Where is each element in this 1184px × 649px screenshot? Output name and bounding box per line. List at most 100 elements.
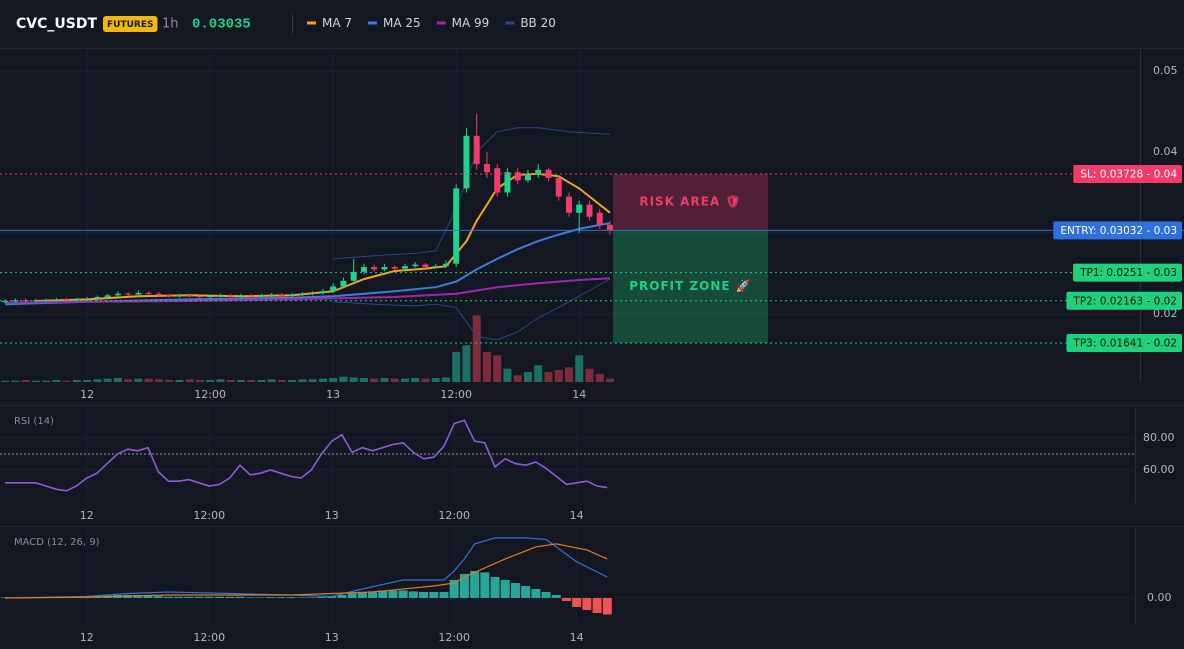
volume-bar [185, 379, 194, 382]
histogram-bar [582, 597, 592, 610]
histogram-bar [245, 597, 255, 598]
candle-body [53, 299, 60, 301]
histogram-bar [490, 576, 500, 598]
level-label: SL: 0.03728 - 0.04 [1080, 169, 1177, 181]
volume-bar [380, 378, 389, 382]
volume-bar [308, 379, 317, 382]
volume-bar [216, 379, 225, 382]
candle-body [207, 296, 214, 298]
candle-body [453, 188, 460, 264]
zone-label: PROFIT ZONE 🚀 [629, 279, 752, 293]
legend-label: BB 20 [520, 16, 556, 30]
histogram-bar [317, 597, 327, 598]
candle-body [330, 286, 337, 292]
candle-body [145, 292, 152, 294]
volume-bar [257, 380, 266, 382]
histogram-bar [143, 595, 153, 598]
volume-bar [318, 378, 327, 382]
volume-bar [165, 380, 174, 382]
candle-body [524, 174, 531, 181]
histogram-bar [286, 597, 296, 598]
candle-body [463, 135, 470, 189]
histogram-bar [500, 579, 510, 598]
histogram-bar [255, 597, 265, 598]
legend-label: MA 25 [383, 16, 421, 30]
histogram-bar [480, 572, 490, 598]
candle-body [576, 204, 583, 213]
indicator-line [5, 222, 611, 306]
interval: 1h [162, 17, 179, 32]
candle-body [289, 294, 296, 296]
zone [612, 174, 768, 231]
volume-bar [482, 352, 491, 382]
volume-bar [544, 372, 553, 382]
volume-bar [339, 376, 348, 382]
volume-bar [206, 380, 215, 382]
x-tick-label: 12 [80, 631, 94, 644]
volume-bar [195, 380, 204, 382]
x-tick-label: 12:00 [438, 631, 470, 644]
level-label-background [1066, 291, 1182, 310]
candle-body [371, 266, 378, 270]
legend-label: MA 99 [452, 16, 490, 30]
volume-bar [349, 377, 358, 382]
volume-bar [493, 355, 502, 382]
volume-bar [452, 352, 461, 382]
histogram-bar [459, 573, 469, 598]
volume-bar [513, 375, 522, 382]
candle-body [350, 271, 357, 281]
x-tick-label: 12:00 [193, 631, 225, 644]
x-tick-label: 12 [80, 509, 94, 522]
candle-body [248, 295, 255, 297]
histogram-bar [561, 597, 571, 601]
histogram-bar [133, 594, 143, 598]
volume-bar [42, 380, 51, 382]
volume-bar [421, 378, 430, 382]
volume-bar [226, 380, 235, 382]
candle-body [381, 266, 388, 270]
macd-line [5, 537, 608, 599]
candle-body [545, 169, 552, 178]
zone-label: RISK AREA 🛡 [639, 195, 741, 209]
volume-bar [277, 380, 286, 382]
x-tick-label: 12:00 [194, 388, 226, 401]
histogram-bar [347, 593, 357, 598]
candle-body [401, 266, 408, 269]
histogram-bar [368, 591, 378, 598]
volume-bar [113, 378, 122, 382]
symbol: CVC_USDT [16, 16, 97, 32]
candle-body [586, 204, 593, 217]
candle-body [84, 298, 91, 300]
candle-body [63, 299, 70, 301]
volume-bar [31, 380, 40, 382]
volume-bar [431, 378, 440, 382]
volume-bar [1, 380, 10, 382]
level-label-background [1073, 263, 1182, 282]
x-tick-label: 13 [325, 631, 339, 644]
level-label-background [1066, 334, 1182, 353]
histogram-bar [153, 596, 163, 598]
histogram-bar [592, 597, 602, 613]
histogram-bar [419, 591, 429, 598]
candle-body [217, 295, 224, 297]
volume-bar [472, 315, 481, 382]
indicator-line [333, 278, 611, 341]
histogram-bar [184, 596, 194, 598]
volume-bar [564, 367, 573, 382]
candle-body [176, 295, 183, 297]
volume-bar [288, 380, 297, 382]
volume-bar [400, 378, 409, 382]
level-label: TP1: 0.0251 - 0.03 [1079, 267, 1177, 279]
candle-body [319, 291, 326, 293]
histogram-bar [531, 588, 541, 598]
volume-bar [11, 380, 20, 382]
histogram-bar [572, 597, 582, 607]
level-label: ENTRY: 0.03032 - 0.03 [1060, 225, 1177, 237]
level-label-background [1073, 165, 1182, 184]
histogram-bar [357, 591, 367, 598]
volume-bar [83, 380, 92, 382]
volume-bar [267, 379, 276, 382]
volume-bar [605, 378, 614, 382]
